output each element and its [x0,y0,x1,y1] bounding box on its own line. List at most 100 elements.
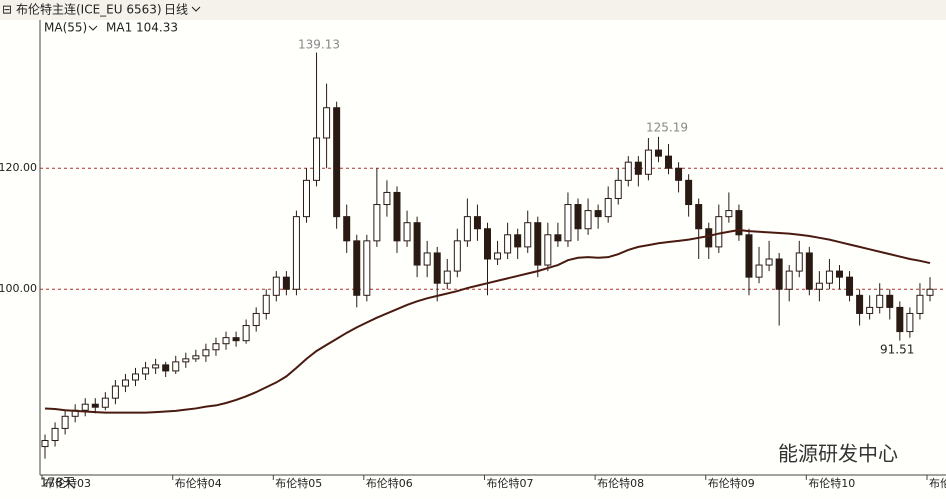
candle-body [825,270,833,284]
dropdown[interactable] [191,6,201,12]
candle-body [453,240,461,272]
candle-body [604,197,612,218]
candle-body [574,204,582,230]
symbol-title[interactable]: 布伦特主连(ICE_EU 6563) [16,2,162,17]
x-tick-label: 布伦特07 [487,476,534,490]
candle-body [302,179,310,218]
candle-body [695,204,703,230]
candle-body [443,270,451,284]
candle-body [815,282,823,290]
candle-body [423,252,431,266]
candle-body [172,361,180,372]
candle-body [363,240,371,296]
candle-body [403,222,411,242]
ma-line [44,228,931,414]
candle-body [252,312,260,327]
candle-body [594,210,602,218]
candle-body [665,155,673,169]
candle-body [765,258,773,266]
candle-body [554,234,562,242]
watermark: 能源研发中心 [778,442,898,466]
candle-body [805,252,813,290]
x-tick-label: 布伦特05 [275,476,322,490]
candle-body [675,167,683,181]
candle-body [866,306,874,314]
candle-body [514,234,522,248]
candle-body [132,373,140,381]
candle-body [282,276,290,290]
candle-body [353,240,361,296]
candle-body [343,216,351,242]
candle-body [654,149,662,157]
candle-body [333,107,341,218]
candle-body [634,161,642,175]
candle-body [121,379,129,387]
candle-body [101,397,109,408]
candle-body [524,222,532,248]
candle-body [876,294,884,308]
candle-body [504,234,512,254]
candle-body [433,252,441,284]
candle-body [755,264,763,278]
dropdown[interactable] [88,25,98,31]
x-tick-label: 布伦特08 [597,476,644,490]
candle-body [856,294,864,314]
candle-body [61,415,69,429]
candle-body [383,191,391,206]
candle-body [152,364,160,369]
candle-body [473,216,481,230]
menu-icon[interactable]: ⊟ [2,3,12,17]
candle-body [534,222,542,266]
candle-body [926,288,934,296]
indicator[interactable]: MA(55) [44,21,87,35]
x-tick-label: 布伦特06 [366,476,413,490]
x-tick-label: 布伦特03 [44,476,91,490]
candle-body [795,252,803,272]
candle-body [393,191,401,242]
candle-body [162,364,170,372]
candle-body [242,325,250,342]
candle-body [192,355,200,360]
annotation: 91.51 [880,343,914,357]
days-label: 178天 [40,476,75,490]
candle-body [544,234,552,266]
candle-body [906,312,914,333]
candle-body [785,270,793,290]
candle-body [705,228,713,248]
candle-body [81,403,89,411]
toolbar [0,0,946,20]
y-tick-label: 120.00 [0,161,37,174]
candle-body [886,294,894,308]
candle-body [202,349,210,357]
candle-body [624,161,632,181]
candle-body [846,276,854,296]
candle-body [484,228,491,260]
ma-value: MA1 104.33 [106,21,178,35]
candle-body [222,337,230,345]
candle-body [725,210,733,218]
candle-body [232,337,240,342]
x-tick-label: 布伦特04 [175,476,222,490]
candle-body [494,252,502,260]
candle-body [111,385,119,399]
candle-body [292,216,300,290]
candle-body [685,179,693,206]
annotation: 125.19 [646,121,688,135]
candle-body [262,294,270,314]
candle-body [715,216,723,248]
candle-body [644,149,652,175]
candle-body [463,216,471,242]
candle-body [91,403,99,408]
candle-body [142,367,150,375]
candle-body [212,343,220,351]
candle-body [584,210,592,230]
period[interactable]: 日线 [164,3,188,17]
candle-body [835,270,843,278]
y-tick-label: 100.00 [0,282,37,295]
candle-body [182,358,190,363]
candle-body [775,258,783,290]
candle-body [272,276,280,296]
candle-body [745,234,753,278]
candle-body [735,210,743,236]
